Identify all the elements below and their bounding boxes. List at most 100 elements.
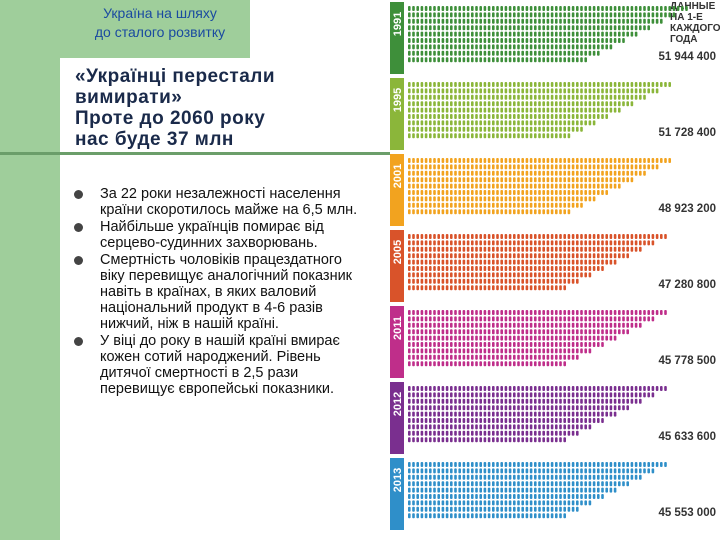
- person-figure: [437, 25, 440, 31]
- person-figure: [563, 462, 566, 467]
- person-figure: [454, 285, 457, 291]
- person-figure: [559, 348, 562, 354]
- person-figure: [559, 392, 562, 398]
- person-figure: [588, 6, 592, 11]
- person-figure: [450, 272, 453, 278]
- person-figure: [412, 278, 415, 284]
- person-figure: [597, 50, 600, 56]
- person-figure: [500, 120, 503, 126]
- person-figure: [576, 342, 579, 347]
- person-figure: [613, 183, 617, 189]
- person-figure: [567, 202, 571, 208]
- person-figure: [416, 190, 419, 195]
- person-figure: [429, 506, 432, 512]
- person-figure: [500, 50, 503, 56]
- person-figure: [521, 405, 524, 411]
- person-figure: [462, 481, 466, 487]
- person-figure: [412, 183, 415, 189]
- person-figure: [513, 430, 516, 436]
- person-figure: [412, 487, 415, 493]
- person-figure: [592, 398, 596, 404]
- person-figure: [408, 398, 411, 404]
- person-figure: [475, 310, 478, 315]
- person-figure: [471, 329, 474, 335]
- person-figure: [450, 259, 453, 265]
- person-figure: [529, 405, 533, 411]
- person-figure: [563, 500, 566, 506]
- person-figure: [504, 202, 508, 208]
- person-figure: [563, 392, 566, 398]
- person-figure: [668, 158, 671, 163]
- person-figure: [462, 44, 466, 50]
- person-figure: [559, 31, 562, 37]
- person-figure: [521, 240, 524, 246]
- person-figure: [424, 190, 428, 195]
- person-figure: [643, 392, 646, 398]
- person-figure: [580, 44, 583, 50]
- person-figure: [592, 392, 596, 398]
- person-figure: [424, 101, 428, 107]
- person-figure: [597, 253, 600, 259]
- person-figure: [408, 405, 411, 411]
- person-figure: [475, 6, 478, 11]
- person-figure: [605, 335, 608, 341]
- person-figure: [601, 6, 604, 11]
- person-figure: [462, 18, 466, 24]
- person-figure: [592, 310, 596, 315]
- person-figure: [487, 133, 491, 139]
- person-figure: [647, 316, 650, 322]
- person-figure: [580, 94, 583, 100]
- person-figure: [571, 335, 575, 341]
- person-figure: [450, 107, 453, 113]
- person-figure: [584, 310, 587, 315]
- person-figure: [559, 107, 562, 113]
- person-figure: [445, 196, 449, 202]
- person-figure: [521, 114, 524, 119]
- person-figure: [588, 386, 592, 391]
- person-figure: [588, 240, 592, 246]
- person-figure: [433, 50, 436, 56]
- person-figure: [424, 411, 428, 417]
- person-figure: [504, 342, 508, 347]
- person-figure: [588, 487, 592, 493]
- person-figure: [538, 57, 541, 63]
- person-figure: [462, 392, 466, 398]
- person-figure: [521, 487, 524, 493]
- person-figure: [517, 348, 520, 354]
- person-figure: [508, 94, 512, 100]
- person-figure: [487, 278, 491, 284]
- legend-line: КАЖДОГО: [670, 23, 720, 34]
- person-figure: [529, 285, 533, 291]
- person-figure: [555, 114, 558, 119]
- person-figure: [500, 196, 503, 202]
- person-figure: [466, 285, 470, 291]
- person-figure: [588, 88, 592, 94]
- person-figure: [412, 6, 415, 11]
- person-figure: [433, 246, 436, 252]
- person-figure: [513, 234, 516, 239]
- person-figure: [454, 405, 457, 411]
- person-figure: [508, 196, 512, 202]
- person-figure: [529, 430, 533, 436]
- person-figure: [546, 18, 550, 24]
- person-figure: [555, 246, 558, 252]
- person-figure: [441, 342, 445, 347]
- person-figure: [613, 259, 617, 265]
- person-figure: [475, 12, 478, 18]
- person-figure: [408, 437, 411, 443]
- person-figure: [601, 405, 604, 411]
- person-figure: [622, 398, 625, 404]
- person-figure: [580, 342, 583, 347]
- person-figure: [408, 107, 411, 113]
- person-figure: [441, 361, 445, 367]
- person-figure: [437, 133, 440, 139]
- person-figure: [559, 246, 562, 252]
- person-figure: [454, 462, 457, 467]
- person-figure: [651, 234, 655, 239]
- person-figure: [525, 316, 529, 322]
- person-figure: [571, 158, 575, 163]
- person-figure: [538, 348, 541, 354]
- person-figure: [475, 177, 478, 183]
- person-figure: [550, 430, 554, 436]
- person-figure: [550, 322, 554, 328]
